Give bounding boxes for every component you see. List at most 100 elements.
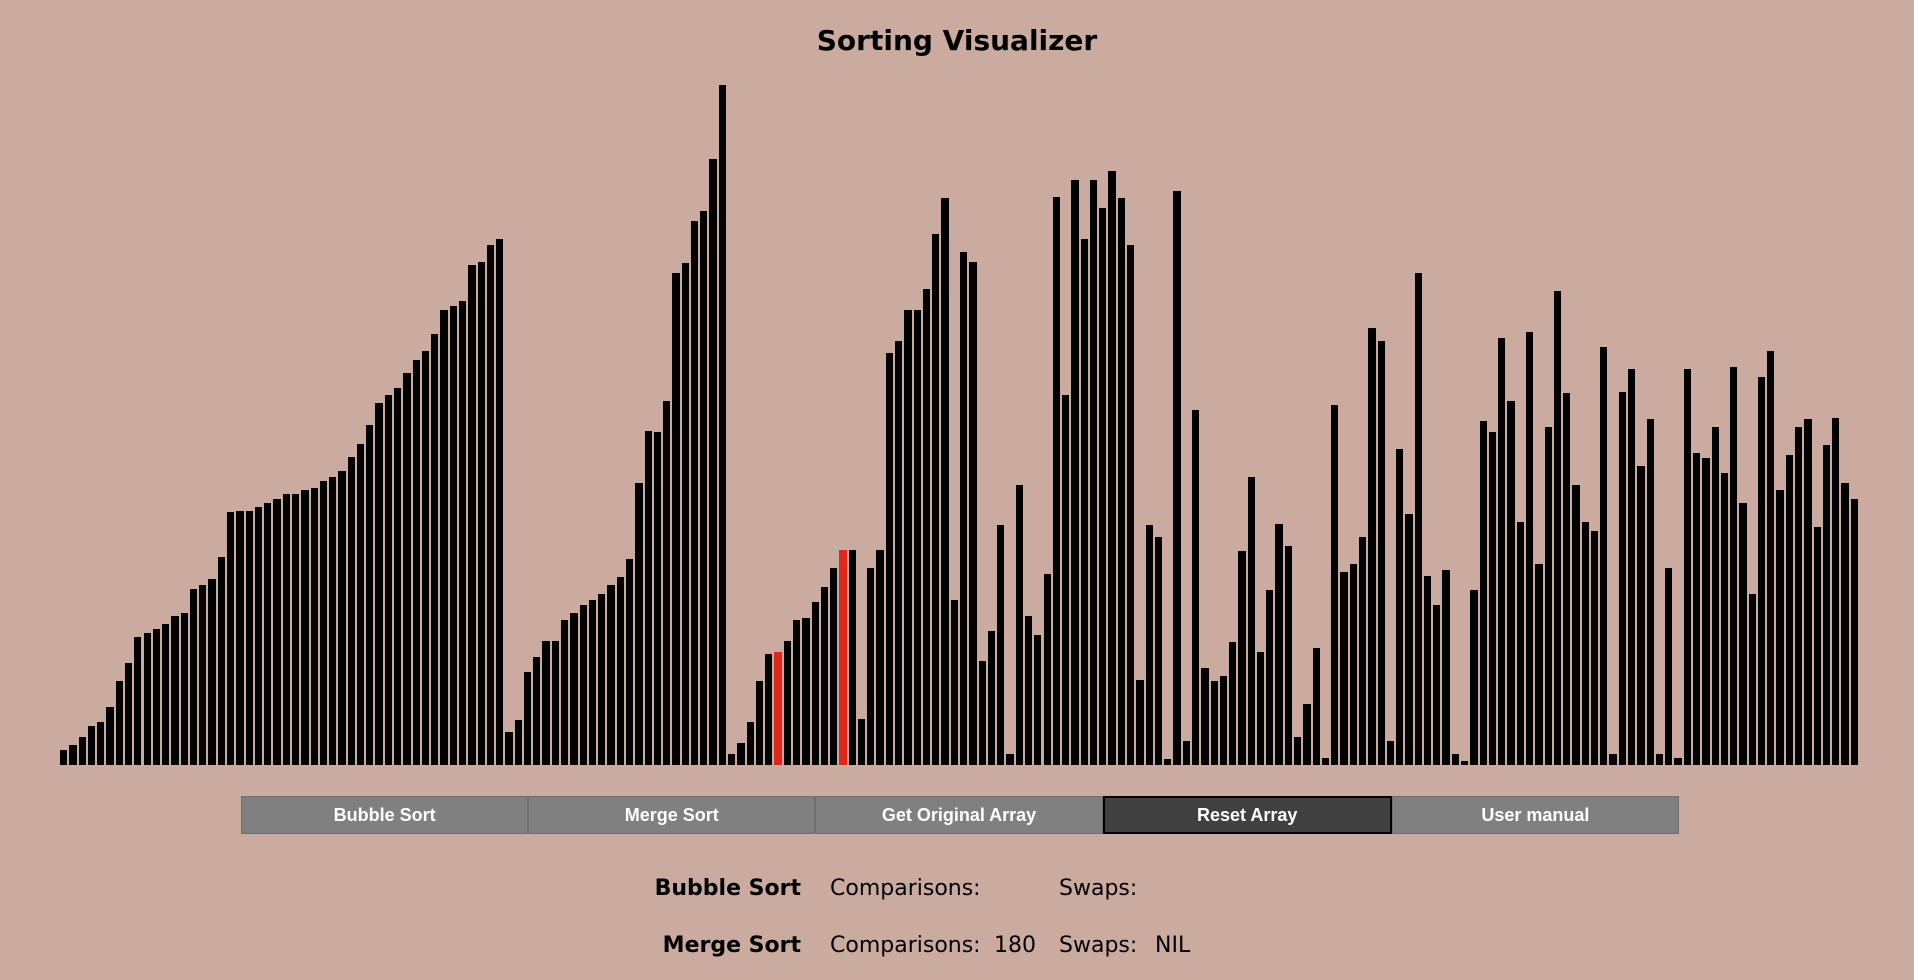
array-bar [69,744,77,765]
array-bar [1795,426,1803,765]
array-bar [1665,568,1673,765]
array-bar [1730,367,1738,765]
array-bar [765,653,773,765]
array-bar [245,510,253,765]
array-bar [570,612,578,765]
array-bar [1117,198,1125,765]
array-bar [1136,679,1144,765]
array-bar [1832,417,1840,765]
array-bar [319,480,328,765]
array-bar [143,633,151,765]
array-bar [625,558,634,765]
array-bar [477,261,485,765]
array-bar [106,707,114,765]
array-bar [273,499,281,765]
array-bar [1266,590,1274,765]
array-bar [421,350,430,765]
array-bar [1414,272,1422,765]
bar-chart [60,0,1860,765]
array-bar [1609,753,1617,765]
array-bar [1173,190,1181,765]
array-bar [366,425,374,765]
array-bar [329,477,337,765]
array-bar [533,657,541,765]
array-bar [551,640,560,765]
array-bar [969,261,977,765]
array-bar [1850,499,1858,765]
array-bar [1089,179,1098,765]
array-bar [1201,668,1209,765]
array-bar [867,568,875,765]
array-bar [347,456,355,765]
get-original-array-button[interactable]: Get Original Array [815,796,1103,834]
array-bar [1340,571,1348,765]
merge-sort-stats: Merge Sort Comparisons: 180 Swaps: NIL [0,933,1914,967]
array-bar [1683,369,1691,765]
array-bar [1702,458,1710,765]
array-bar [384,395,392,765]
bubble-sort-button[interactable]: Bubble Sort [241,796,529,834]
array-bar [1238,551,1246,765]
array-bar [412,360,420,765]
array-bar [1451,753,1460,765]
array-bar [737,742,745,765]
array-bar [681,263,689,765]
array-bar [1321,757,1330,765]
array-bar [1331,404,1339,765]
array-bar [87,726,96,765]
array-bar [1442,569,1450,765]
array-bar [171,616,179,765]
page-title: Sorting Visualizer [816,24,1098,57]
array-bar [783,640,791,765]
array-bar [1618,391,1627,765]
array-bar [1563,393,1571,765]
array-bar [468,265,476,765]
array-bar [635,482,643,765]
array-bar [1080,239,1088,765]
array-bar [1145,525,1153,765]
array-bar [440,309,448,765]
reset-array-button[interactable]: Reset Array [1102,796,1392,834]
array-bar [755,681,764,765]
array-bar [774,651,782,765]
array-bar [542,640,550,765]
array-bar [1377,341,1385,765]
array-bar [189,588,198,765]
array-bar [394,387,402,765]
array-bar [505,731,513,765]
user-manual-button[interactable]: User manual [1391,796,1680,834]
array-bar [1785,454,1794,765]
array-bar [987,631,996,765]
array-bar [663,400,671,765]
array-bar [1405,514,1413,765]
array-bar [1692,452,1701,765]
array-bar [152,629,161,765]
array-bar [356,443,365,765]
array-bar [1535,564,1543,765]
array-bar [486,244,495,765]
array-bar [1498,337,1506,765]
array-bar [1099,207,1107,765]
array-bar [449,306,457,765]
array-bar [1711,426,1719,765]
merge-sort-button[interactable]: Merge Sort [528,796,816,834]
array-bar [904,309,912,765]
array-bar [301,490,309,765]
array-bar [1525,332,1534,765]
array-bar [885,352,894,765]
array-bar [1813,527,1821,765]
array-bar [1108,170,1116,765]
array-bar [579,605,587,765]
array-bar [162,623,170,765]
array-bar [1600,347,1608,765]
comparisons-label: Comparisons: [830,933,981,958]
array-bar [1581,521,1589,765]
array-bar [1368,328,1376,765]
array-bar [236,510,244,765]
array-bar [431,334,439,765]
array-bar [728,753,736,765]
array-bar [1479,421,1487,765]
array-bar [1015,484,1023,765]
array-bar [1182,740,1190,765]
array-bar [653,432,662,765]
